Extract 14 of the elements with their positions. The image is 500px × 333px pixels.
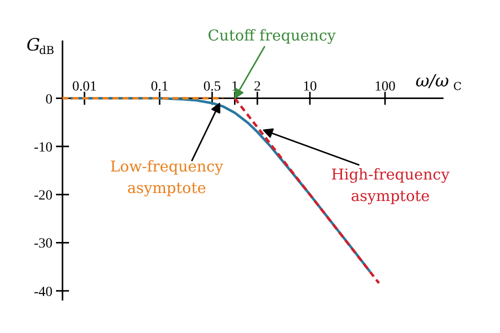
x-tick-label: 100 — [374, 79, 396, 94]
annotation: Cutoff frequency — [208, 26, 336, 44]
annotation: High-frequency asymptote — [331, 165, 450, 205]
x-tick-label: 0.01 — [72, 79, 97, 94]
annotation: Low-frequency asymptote — [110, 157, 224, 197]
x-tick-label: 0.5 — [203, 79, 221, 94]
x-tick-label: 10 — [302, 79, 317, 94]
x-tick-label: 0.1 — [150, 79, 168, 94]
y-tick-label: -40 — [34, 284, 53, 300]
y-tick-label: -20 — [34, 188, 53, 204]
y-tick-label: -10 — [34, 140, 53, 156]
y-tick-label: 0 — [46, 92, 52, 108]
x-tick-label: 2 — [254, 79, 261, 94]
y-tick-label: -30 — [34, 236, 53, 252]
